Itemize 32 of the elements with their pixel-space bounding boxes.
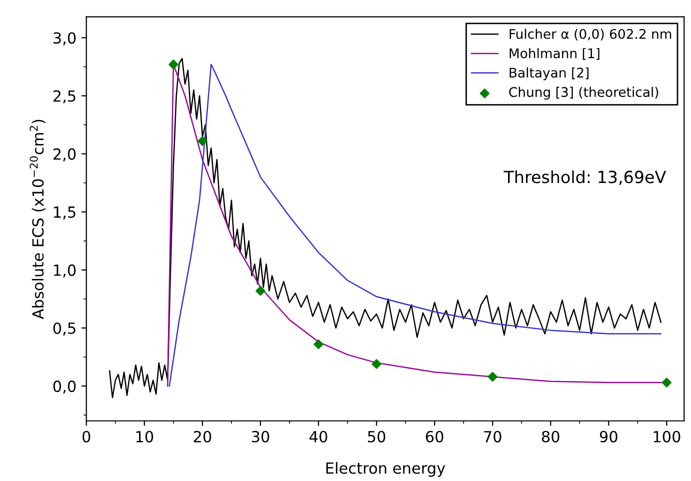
- y-tick-label: 1,0: [54, 264, 76, 278]
- x-axis-title: Electron energy: [326, 462, 446, 477]
- legend-label: Baltayan [2]: [510, 67, 588, 80]
- y-tick-label: 2,5: [53, 90, 76, 104]
- x-tick-label: 100: [654, 430, 680, 442]
- legend-label: Chung [3] (theoretical): [509, 86, 658, 100]
- y-axis-title: Absolute ECS (x10$^{−20}$cm$^{2}$): [30, 120, 46, 320]
- x-tick-label: 10: [136, 430, 154, 442]
- point: [256, 286, 266, 296]
- y-tick-label: 0,5: [53, 322, 76, 336]
- x-tick-label: 50: [368, 430, 386, 442]
- x-tick-label: 0: [82, 430, 90, 442]
- y-tick-label: 1,5: [54, 206, 76, 220]
- x-tick-label: 20: [194, 430, 212, 442]
- legend-label: Mohlmann [1]: [510, 48, 600, 60]
- point: [314, 339, 324, 350]
- x-tick-label: 70: [484, 430, 502, 442]
- x-tick-label: 80: [542, 430, 560, 442]
- x-tick-label: 90: [600, 430, 618, 442]
- y-tick-label: 0,0: [53, 380, 76, 394]
- point: [488, 372, 498, 382]
- point: [372, 359, 382, 369]
- y-tick-label: 3,0: [54, 32, 76, 46]
- x-tick-label: 60: [426, 430, 444, 442]
- point: [198, 136, 208, 146]
- x-tick-label: 30: [252, 430, 270, 442]
- point: [662, 378, 672, 388]
- annotation: Threshold: 13,69eV: [504, 170, 666, 185]
- y-tick-label: 2,0: [53, 148, 76, 162]
- point: [168, 60, 178, 70]
- legend-label: Fulcher α (0,0) 602.2 nm: [510, 28, 672, 40]
- x-tick-label: 40: [310, 430, 328, 442]
